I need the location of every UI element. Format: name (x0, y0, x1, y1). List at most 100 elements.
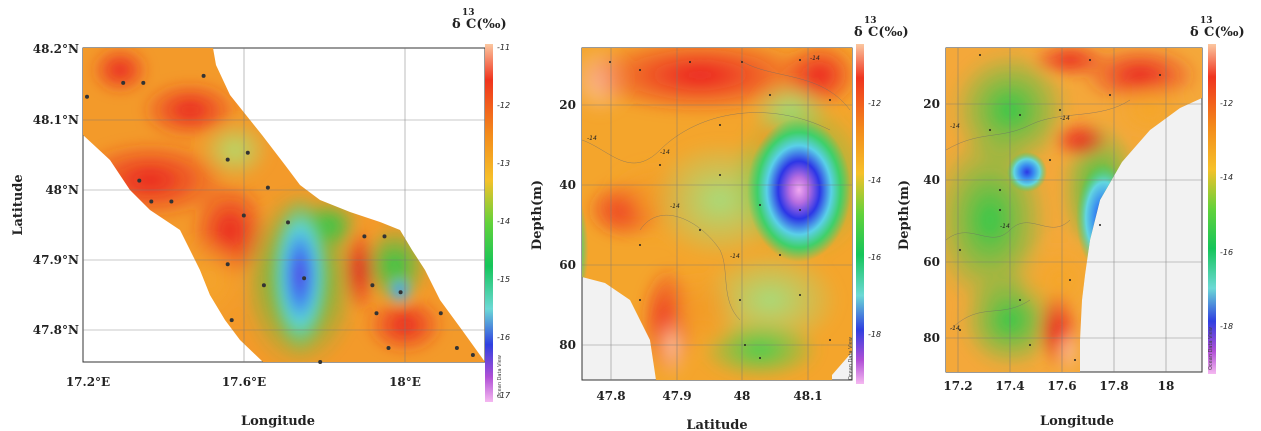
sample-point (759, 204, 761, 206)
station-marker (362, 234, 367, 239)
sample-point (744, 344, 746, 346)
p3-xtick: 17.2 (943, 379, 972, 393)
p1-colorbar (485, 44, 493, 402)
p2-xlabel: Latitude (686, 418, 747, 431)
panel-3-yticks: 20 40 60 80 (923, 97, 940, 345)
p1-ylabel: Latitude (11, 174, 26, 235)
p3-cb-tick: -16 (1220, 248, 1233, 257)
panel-2-yticks: 20 40 60 80 (559, 98, 576, 352)
p2-cb-delta: δ (854, 25, 863, 40)
p2-cb-tick: -18 (868, 330, 881, 339)
p3-xlabel: Longitude (1040, 414, 1114, 429)
p3-watermark: Ocean Data View (1208, 327, 1214, 370)
sample-point (989, 129, 991, 131)
p1-cb-tick: -14 (497, 217, 510, 226)
sample-point (1159, 74, 1161, 76)
sample-point (741, 61, 743, 63)
p2-ytick: 60 (559, 258, 576, 272)
p3-xtick: 18 (1158, 379, 1175, 393)
panel-2: -14 -14 -14 -14 -14 20 40 60 80 47.8 47.… (530, 16, 909, 431)
sample-point (689, 61, 691, 63)
p2-cb-tick: -16 (868, 253, 881, 262)
sample-point (1059, 109, 1061, 111)
p2-colorbar-title: δ 13 C(‰) (854, 16, 909, 40)
p2-contour-label: -14 (810, 55, 820, 62)
p2-ytick: 40 (559, 178, 576, 192)
p3-cb-tick: -14 (1220, 173, 1233, 182)
sample-point (639, 299, 641, 301)
station-marker (398, 290, 403, 295)
sample-point (999, 209, 1001, 211)
station-marker (85, 94, 89, 99)
sample-point (1109, 94, 1111, 96)
panel-2-samples (609, 59, 831, 359)
p3-cb-tick: -18 (1220, 322, 1233, 331)
sample-point (739, 299, 741, 301)
panel-2-grid (582, 48, 852, 380)
panel-1-stations (85, 73, 475, 364)
panel-3-contours (945, 99, 1131, 331)
p2-xtick: 48 (734, 389, 751, 403)
station-marker (225, 157, 230, 162)
p3-ytick: 80 (923, 331, 940, 345)
p1-cb-tick: -11 (497, 43, 510, 52)
station-marker (201, 73, 206, 78)
p3-colorbar-title: δ 13 C(‰) (1190, 16, 1245, 40)
p2-cb-main: C(‰) (868, 25, 909, 40)
p3-cb-tick: -12 (1220, 99, 1233, 108)
station-marker (229, 318, 234, 323)
p3-cb-sup: 13 (1200, 16, 1213, 26)
p3-ytick: 20 (923, 97, 940, 111)
p2-cb-sup: 13 (864, 16, 877, 26)
p2-contour-label: -14 (670, 203, 680, 210)
p1-cb-tick: -17 (497, 391, 511, 400)
p2-cb-tick: -12 (868, 99, 881, 108)
sample-point (999, 189, 1001, 191)
p1-cb-tick: -13 (497, 159, 510, 168)
station-marker (169, 199, 174, 204)
station-marker (149, 199, 154, 204)
station-marker (121, 80, 126, 85)
p1-cb-main: C(‰) (466, 17, 507, 32)
sample-point (799, 294, 801, 296)
p3-contour-label: -14 (1000, 223, 1010, 230)
p3-cb-main: C(‰) (1204, 25, 1245, 40)
p2-xtick: 47.9 (662, 389, 691, 403)
p2-colorbar (856, 44, 864, 384)
sample-point (799, 59, 801, 61)
station-marker (374, 311, 379, 316)
sample-point (609, 61, 611, 63)
p1-ytick: 48°N (45, 183, 79, 197)
p1-cb-tick: -15 (497, 275, 510, 284)
p2-xtick: 48.1 (793, 389, 822, 403)
p1-colorbar-title: δ 13 C(‰) (452, 8, 507, 32)
panel-1: 48.2°N 48.1°N 48°N 47.9°N 47.8°N 17.2°E … (11, 8, 511, 429)
sample-point (1029, 344, 1031, 346)
sample-point (769, 94, 771, 96)
p3-ylabel: Depth(m) (897, 180, 912, 250)
p1-cb-tick: -12 (497, 101, 510, 110)
p2-contour-label: -14 (660, 149, 670, 156)
sample-point (979, 54, 981, 56)
p3-xtick: 17.6 (1047, 379, 1076, 393)
station-marker (225, 262, 230, 267)
p2-contour-label: -14 (587, 135, 597, 142)
p2-xtick: 47.8 (596, 389, 625, 403)
p1-watermark: Ocean Data View (497, 355, 503, 398)
station-marker (261, 283, 266, 288)
p3-cb-delta: δ (1190, 25, 1199, 40)
sample-point (719, 124, 721, 126)
p2-watermark: Ocean Data View (848, 337, 854, 380)
p2-ytick: 80 (559, 338, 576, 352)
sample-point (1019, 114, 1021, 116)
p3-contour-label: -14 (1060, 115, 1070, 122)
p1-cb-sup: 13 (462, 8, 475, 18)
sample-point (1019, 299, 1021, 301)
p1-cb-delta: δ (452, 17, 461, 32)
sample-point (719, 174, 721, 176)
p2-ytick: 20 (559, 98, 576, 112)
sample-point (799, 209, 801, 211)
p1-xtick: 18°E (389, 375, 421, 389)
p3-contour-label: -14 (950, 325, 960, 332)
sample-point (639, 69, 641, 71)
